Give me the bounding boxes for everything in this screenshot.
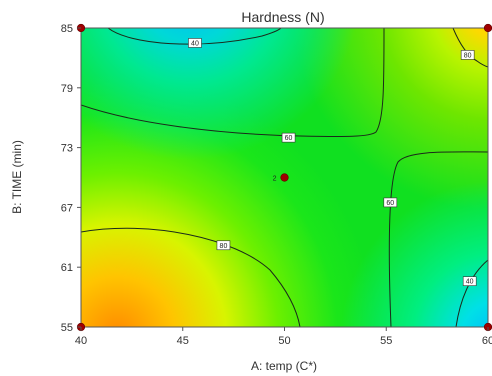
- contour-label: 80: [460, 50, 475, 60]
- y-tick-label: 67: [61, 202, 73, 214]
- contour-label-box: [462, 276, 477, 286]
- contour-label-box: [383, 197, 398, 208]
- contour-line-40-bottom-right: [455, 259, 488, 327]
- contour-label-text: 40: [466, 279, 474, 286]
- contour-line-80-bottom: [81, 227, 301, 327]
- contour-label-box: [281, 132, 296, 143]
- y-tick-label: 85: [61, 23, 73, 35]
- chart-title: Hardness (N): [241, 9, 324, 25]
- y-tick-label: 61: [61, 262, 73, 274]
- contour-label: 60: [383, 197, 398, 208]
- contour-label-text: 60: [285, 135, 293, 142]
- contour-label: 80: [216, 240, 231, 251]
- contour-line-60-upper: [81, 28, 385, 138]
- contour-label-box: [216, 240, 231, 251]
- design-point-label: 2: [273, 176, 277, 183]
- contour-line-40-top: [107, 28, 282, 45]
- contour-label: 40: [462, 276, 477, 286]
- x-tick-label: 45: [177, 335, 189, 347]
- contour-label: 40: [188, 38, 202, 48]
- contour-labels: 40 80 60 60 80 40: [188, 38, 477, 286]
- x-tick-label: 40: [75, 335, 87, 347]
- y-axis-ticks: 55 61 67 73 79 85: [61, 23, 81, 334]
- contour-line-60-lower: [388, 151, 488, 327]
- x-tick-label: 60: [482, 335, 492, 347]
- x-tick-label: 50: [278, 335, 290, 347]
- x-axis-ticks: 40 45 50 55 60: [75, 327, 492, 347]
- y-tick-label: 73: [61, 143, 73, 155]
- design-points: 2: [76, 23, 492, 332]
- contour-label-text: 80: [464, 52, 472, 59]
- contour-label: 60: [281, 132, 296, 143]
- x-tick-label: 55: [380, 335, 392, 347]
- contour-lines: [81, 28, 488, 327]
- contour-label-box: [188, 38, 202, 48]
- y-axis-title: B: TIME (min): [10, 140, 24, 214]
- design-point: [483, 23, 492, 33]
- y-tick-label: 55: [61, 322, 73, 334]
- y-tick-label: 79: [61, 83, 73, 95]
- contour-label-text: 80: [220, 243, 228, 250]
- contour-line-80-top-right: [452, 28, 488, 68]
- contour-label-text: 60: [386, 200, 394, 207]
- contour-label-box: [460, 50, 475, 60]
- contour-label-text: 40: [191, 40, 199, 47]
- design-point: [280, 173, 289, 182]
- x-axis-title: A: temp (C*): [251, 359, 317, 373]
